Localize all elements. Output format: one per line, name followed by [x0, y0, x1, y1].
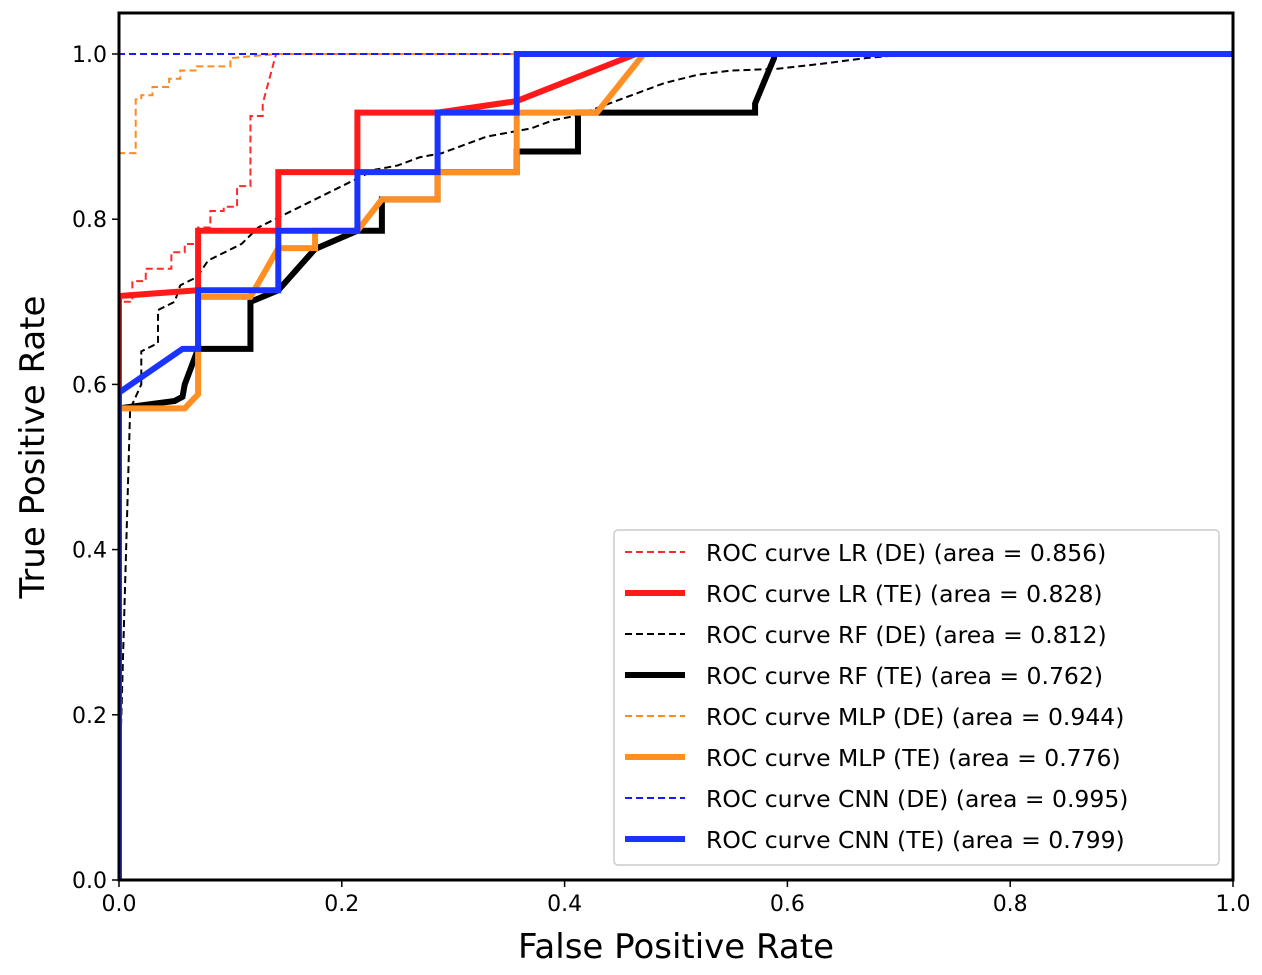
x-tick-label: 0.0 [102, 892, 137, 917]
y-tick-label: 0.8 [72, 208, 107, 233]
y-axis-title: True Positive Rate [13, 296, 53, 600]
axes-layer: 0.0 0.2 0.4 0.6 0.8 1.0 0.0 0.2 0.4 0.6 0.8 1.0 [72, 43, 1251, 917]
legend: ROC curve LR (DE) (area = 0.856) ROC curv… [613, 529, 1220, 866]
legend-box [613, 529, 1220, 866]
legend-label: ROC curve CNN (TE) (area = 0.799) [706, 826, 1125, 854]
series-line-3 [119, 51, 1233, 880]
legend-label: ROC curve LR (DE) (area = 0.856) [706, 539, 1106, 567]
legend-label: ROC curve CNN (DE) (area = 0.995) [706, 785, 1128, 813]
x-tick-label: 1.0 [1216, 892, 1251, 917]
x-tick-label: 0.2 [324, 892, 359, 917]
series-line-0 [119, 53, 1233, 880]
plot-frame [117, 11, 1235, 882]
y-tick-label: 0.4 [72, 539, 107, 564]
x-tick-label: 0.4 [547, 892, 582, 917]
x-tick-label: 0.6 [770, 892, 805, 917]
legend-label: ROC curve MLP (DE) (area = 0.944) [706, 703, 1124, 731]
curves-layer [119, 51, 1233, 880]
x-tick-label: 0.8 [993, 892, 1028, 917]
legend-label: ROC curve LR (TE) (area = 0.828) [706, 580, 1103, 608]
legend-label: ROC curve RF (DE) (area = 0.812) [706, 621, 1107, 649]
y-tick-label: 0.2 [72, 704, 107, 729]
series-line-7 [119, 51, 1233, 880]
y-tick-label: 1.0 [72, 43, 107, 68]
x-axis-title: False Positive Rate [518, 927, 834, 967]
y-tick-label: 0.6 [72, 373, 107, 398]
legend-label: ROC curve MLP (TE) (area = 0.776) [706, 744, 1121, 772]
legend-label: ROC curve RF (TE) (area = 0.762) [706, 662, 1103, 690]
series-line-4 [119, 53, 1233, 880]
y-tick-label: 0.0 [72, 869, 107, 894]
